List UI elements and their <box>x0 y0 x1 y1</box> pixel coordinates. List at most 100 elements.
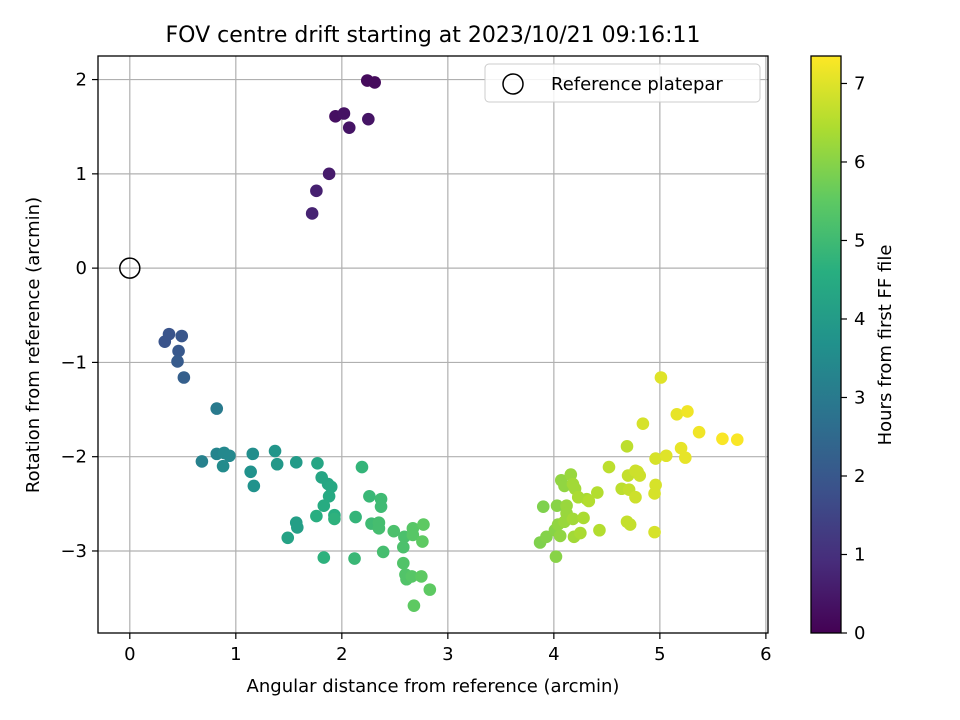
scatter-point <box>223 449 236 463</box>
scatter-point <box>195 455 209 468</box>
x-tick-label: 0 <box>124 644 135 665</box>
scatter-point <box>210 402 224 415</box>
scatter-point <box>337 107 351 120</box>
scatter-point <box>310 184 323 198</box>
scatter-point <box>681 405 694 418</box>
scatter-point <box>654 371 668 384</box>
legend: Reference platepar <box>484 63 761 103</box>
colorbar-gradient <box>810 55 842 634</box>
scatter-point <box>372 522 386 535</box>
x-tick-label: 1 <box>230 644 241 665</box>
scatter-point <box>407 599 421 612</box>
scatter-point <box>417 518 430 531</box>
scatter-point <box>536 500 550 513</box>
scatter-point <box>406 528 420 542</box>
y-tick-label: 2 <box>76 70 87 91</box>
scatter-point <box>659 449 673 463</box>
scatter-point <box>244 465 257 479</box>
colorbar-tick-label: 6 <box>854 152 865 173</box>
scatter-point <box>368 76 381 89</box>
scatter-point <box>355 460 369 474</box>
scatter-point <box>415 570 428 583</box>
scatter-point <box>674 441 688 455</box>
scatter-point <box>648 525 661 539</box>
legend-marker-circle-icon <box>502 73 524 95</box>
scatter-point <box>291 521 304 534</box>
scatter-point <box>692 425 706 439</box>
scatter-point <box>376 545 390 559</box>
scatter-point <box>172 344 185 358</box>
scatter-point <box>670 407 684 421</box>
scatter-point <box>247 479 261 493</box>
x-tick-label: 6 <box>760 644 771 665</box>
scatter-point <box>363 489 376 503</box>
colorbar-ticks: 0 1 2 3 4 5 6 7 <box>841 73 865 644</box>
scatter-point <box>577 511 590 525</box>
x-tick-label: 2 <box>336 644 347 665</box>
scatter-point <box>549 550 563 563</box>
scatter-point <box>171 355 184 368</box>
colorbar: 0 1 2 3 4 5 6 7 Hours from first FF file <box>810 55 896 644</box>
colorbar-tick-label: 7 <box>854 73 865 94</box>
scatter-point <box>289 456 303 469</box>
y-axis-ticks: 2 1 0 −1 −2 −3 <box>60 70 98 562</box>
y-tick-label: 0 <box>76 258 87 279</box>
scatter-points <box>119 74 744 612</box>
scatter-point <box>633 469 647 482</box>
scatter-point <box>387 524 401 538</box>
scatter-point <box>648 487 661 500</box>
scatter-point <box>317 499 331 513</box>
scatter-point <box>623 518 637 531</box>
scatter-point <box>574 526 587 540</box>
scatter-point <box>620 440 634 453</box>
scatter-point <box>317 551 331 564</box>
scatter-point <box>540 530 553 544</box>
scatter-point <box>564 468 578 481</box>
x-tick-label: 4 <box>548 644 559 665</box>
grid-lines <box>98 56 768 633</box>
scatter-point <box>270 457 284 471</box>
colorbar-tick-label: 2 <box>854 466 865 487</box>
colorbar-label: Hours from first FF file <box>875 245 896 446</box>
scatter-point <box>602 460 616 474</box>
y-tick-label: −1 <box>60 352 87 373</box>
x-tick-label: 3 <box>442 644 453 665</box>
scatter-point <box>679 451 692 464</box>
scatter-point <box>268 444 282 458</box>
scatter-point <box>716 432 729 446</box>
y-tick-label: 1 <box>76 164 87 185</box>
scatter-point <box>328 512 341 526</box>
x-axis-ticks: 0 1 2 3 4 5 6 <box>124 633 772 665</box>
scatter-point <box>397 556 410 570</box>
scatter-point <box>397 540 410 554</box>
scatter-point <box>582 494 596 508</box>
y-axis-label: Rotation from reference (arcmin) <box>23 197 44 493</box>
scatter-point <box>362 112 375 126</box>
scatter-point <box>162 327 176 341</box>
y-tick-label: −3 <box>60 541 87 562</box>
scatter-point <box>553 529 567 543</box>
chart-title: FOV centre drift starting at 2023/10/21 … <box>166 23 701 48</box>
scatter-point <box>374 500 388 513</box>
scatter-point <box>593 523 606 537</box>
x-tick-label: 5 <box>654 644 665 665</box>
scatter-point <box>310 509 323 523</box>
colorbar-tick-label: 5 <box>854 230 865 251</box>
scatter-point <box>629 490 642 504</box>
x-axis-label: Angular distance from reference (arcmin) <box>247 676 620 697</box>
scatter-point <box>348 552 361 565</box>
scatter-point <box>324 480 338 494</box>
colorbar-tick-label: 1 <box>854 544 865 565</box>
reference-platepar-marker <box>119 257 141 279</box>
scatter-point <box>730 433 744 447</box>
legend-label: Reference platepar <box>551 74 723 95</box>
scatter-point <box>423 583 437 596</box>
scatter-point <box>177 371 191 384</box>
scatter-point <box>405 570 419 583</box>
scatter-point <box>636 417 650 430</box>
scatter-point <box>349 510 362 524</box>
y-tick-label: −2 <box>60 447 87 468</box>
scatter-point <box>322 167 336 181</box>
scatter-point <box>175 329 189 343</box>
